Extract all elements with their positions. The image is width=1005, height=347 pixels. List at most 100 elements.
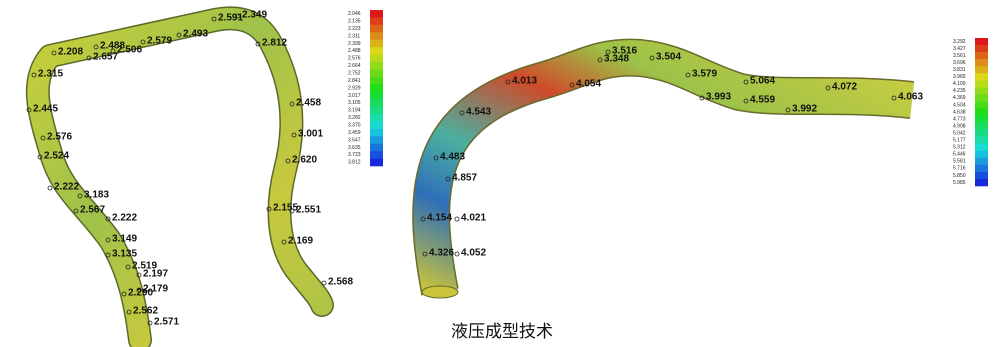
caption: 液压成型技术 (451, 322, 553, 342)
legend-value: 2.399 (348, 41, 361, 47)
thickness-label: 2.812 (262, 38, 287, 49)
label-marker (285, 158, 291, 164)
label-marker (176, 32, 182, 38)
legend-value: 3.547 (348, 137, 361, 143)
legend-swatch (370, 69, 383, 78)
thickness-label: 4.154 (427, 213, 452, 224)
legend-swatch (370, 62, 383, 70)
thickness-label: 2.290 (128, 288, 153, 299)
thickness-label: 3.149 (112, 234, 137, 245)
thickness-label: 3.135 (112, 249, 137, 260)
legend-value: 2.929 (348, 85, 361, 91)
label-marker (291, 132, 297, 138)
thickness-label: 3.516 (612, 46, 637, 57)
legend-swatch (370, 47, 383, 55)
legend-value: 5.042 (953, 130, 966, 136)
legend-value: 5.312 (953, 145, 966, 151)
legend-value: 4.100 (953, 81, 966, 87)
label-marker (110, 48, 116, 54)
thickness-label: 2.579 (147, 36, 172, 47)
legend-swatch (975, 59, 988, 67)
label-marker (289, 101, 295, 107)
label-marker (121, 291, 127, 297)
label-marker (459, 110, 465, 116)
legend-swatch (975, 115, 988, 123)
legend-value: 2.311 (348, 33, 360, 39)
legend-value: 3.459 (348, 130, 361, 136)
legend-value: 2.841 (348, 78, 361, 84)
legend-swatch (370, 76, 383, 85)
legend-swatch (975, 150, 988, 159)
thickness-label: 2.155 (273, 203, 298, 214)
legend-value: 3.194 (348, 108, 361, 114)
thickness-label: 2.222 (54, 182, 79, 193)
label-marker (136, 272, 142, 278)
left-tube (25, 6, 334, 347)
legend-swatch (975, 129, 988, 137)
legend-swatch (975, 87, 988, 95)
thickness-label: 2.524 (44, 151, 69, 162)
label-marker (321, 280, 327, 286)
legend-swatch (975, 157, 988, 166)
legend-swatch (370, 54, 383, 63)
thickness-label: 4.857 (452, 173, 477, 184)
label-marker (281, 239, 287, 245)
legend-swatch (370, 151, 383, 159)
legend-value: 3.292 (953, 39, 966, 45)
legend-value: 2.046 (348, 11, 361, 17)
label-marker (422, 251, 428, 257)
label-marker (31, 72, 37, 78)
legend-value: 3.635 (348, 145, 361, 151)
legend-value: 2.135 (348, 18, 361, 24)
label-marker (147, 320, 153, 326)
label-marker (785, 107, 791, 113)
legend-swatch (370, 39, 383, 48)
thickness-label: 2.568 (328, 277, 353, 288)
legend-swatch (975, 94, 988, 102)
label-marker (699, 95, 705, 101)
thickness-label: 2.197 (143, 269, 168, 280)
label-marker (420, 216, 426, 222)
label-marker (597, 57, 603, 63)
legend-value: 3.017 (348, 93, 361, 99)
thickness-label: 2.488 (100, 41, 125, 52)
legend-value: 5.985 (953, 180, 966, 186)
thickness-label: 4.063 (898, 92, 923, 103)
label-marker (73, 208, 79, 214)
label-marker (505, 79, 511, 85)
legend-swatch (370, 143, 383, 152)
legend-value: 3.427 (953, 46, 966, 52)
label-marker (433, 155, 439, 161)
legend-value: 5.177 (953, 138, 966, 144)
thickness-label: 4.326 (429, 248, 454, 259)
label-marker (136, 287, 142, 293)
thickness-label: 2.567 (80, 205, 105, 216)
label-marker (105, 237, 111, 243)
legend-value: 4.638 (953, 109, 966, 115)
thickness-label: 2.169 (288, 236, 313, 247)
thickness-label: 3.001 (298, 129, 323, 140)
legend-swatch (370, 114, 383, 122)
thickness-label: 2.179 (143, 284, 168, 295)
label-marker (105, 216, 111, 222)
legend-swatch (370, 128, 383, 137)
thickness-label: 2.519 (132, 261, 157, 272)
legend-value: 3.105 (348, 100, 361, 106)
label-marker (26, 107, 32, 113)
thickness-label: 4.052 (461, 248, 486, 259)
label-marker (93, 44, 99, 50)
thickness-label: 2.551 (296, 205, 321, 216)
legend-swatch (975, 178, 988, 187)
thickness-label: 4.543 (466, 107, 491, 118)
thickness-label: 4.021 (461, 213, 486, 224)
label-marker (743, 79, 749, 85)
label-marker (51, 50, 57, 56)
thickness-label: 2.445 (33, 104, 58, 115)
legend-swatch (975, 73, 988, 81)
thickness-label: 2.591 (218, 13, 243, 24)
thickness-label: 3.183 (84, 190, 109, 201)
label-marker (77, 193, 83, 199)
legend-swatch (370, 106, 383, 115)
label-marker (266, 206, 272, 212)
